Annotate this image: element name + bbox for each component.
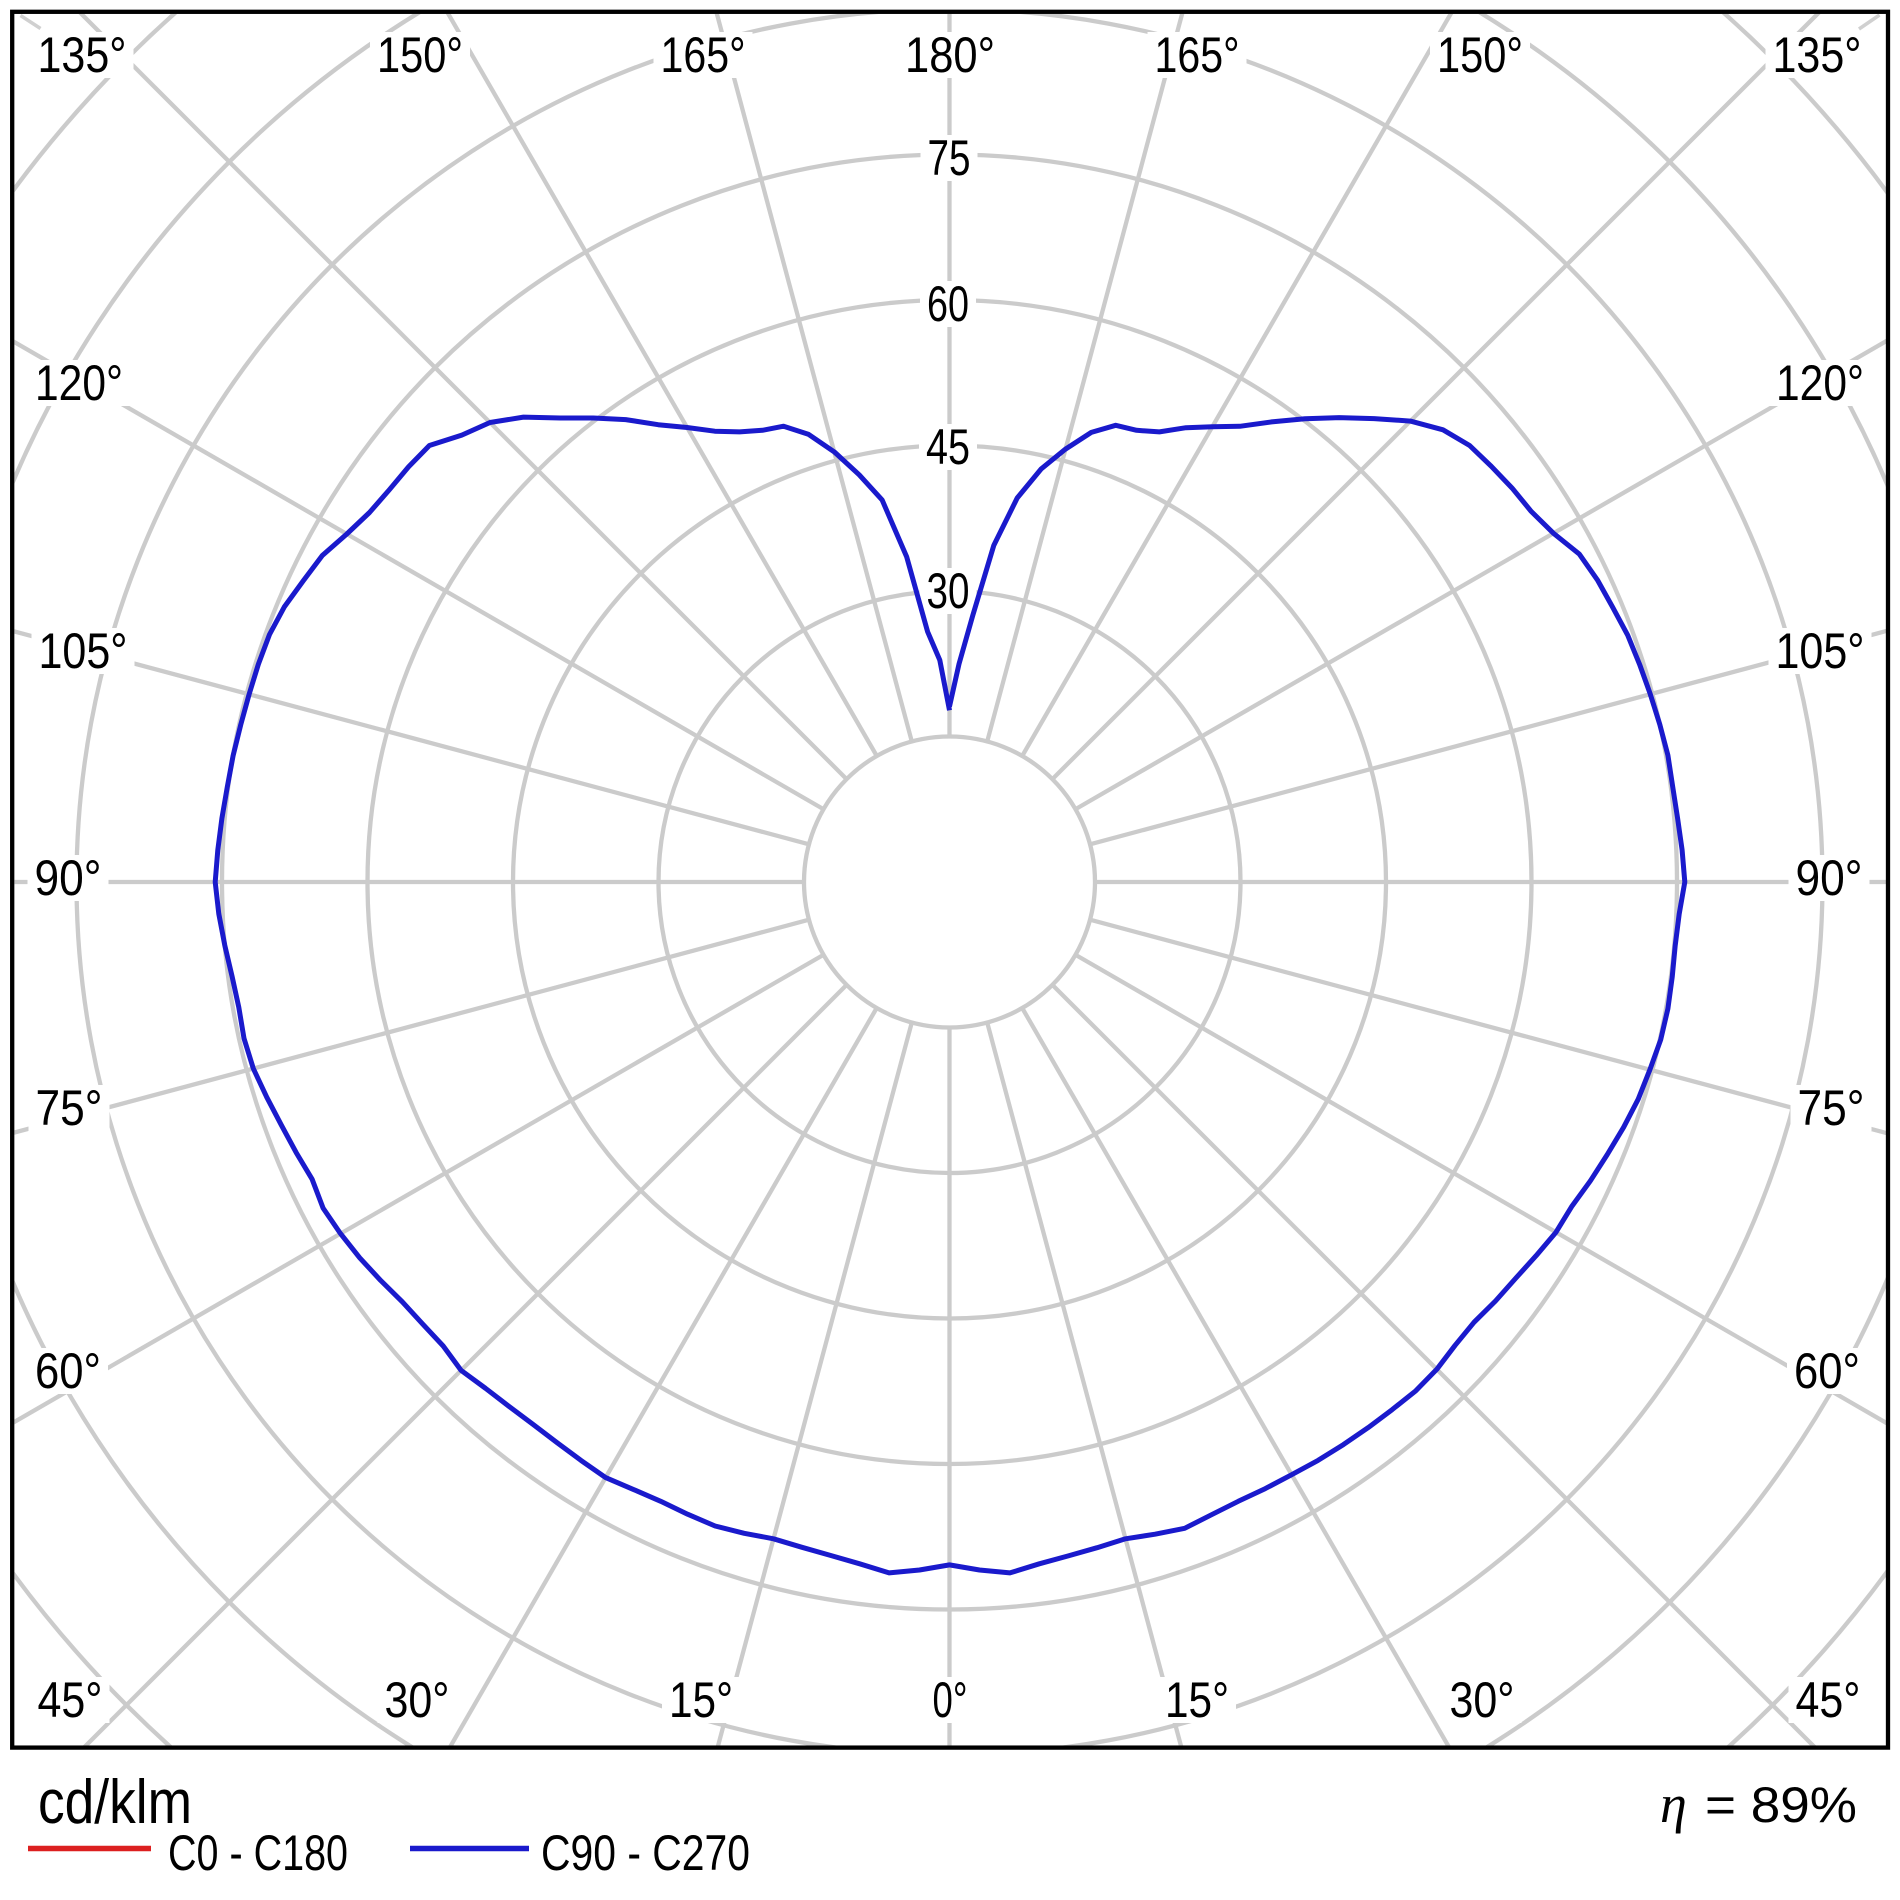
svg-text:30: 30 [927,563,970,619]
svg-text:60°: 60° [35,1343,101,1399]
svg-text:= 89%: = 89% [1705,1777,1857,1833]
svg-text:150°: 150° [377,27,463,83]
svg-text:165°: 165° [1155,27,1240,83]
svg-text:60°: 60° [1794,1343,1860,1399]
svg-text:180°: 180° [905,27,995,83]
svg-text:60: 60 [927,276,969,332]
svg-text:90°: 90° [1796,850,1863,906]
svg-text:45: 45 [926,419,970,475]
svg-text:30°: 30° [385,1672,450,1728]
svg-text:75: 75 [928,130,971,186]
svg-text:0°: 0° [933,1672,968,1728]
svg-text:45°: 45° [38,1672,103,1728]
svg-text:90°: 90° [35,850,102,906]
svg-text:C90 - C270: C90 - C270 [541,1825,750,1881]
svg-text:75°: 75° [36,1080,103,1136]
svg-text:75°: 75° [1798,1080,1865,1136]
svg-text:105°: 105° [1776,623,1865,679]
svg-text:30°: 30° [1450,1672,1515,1728]
svg-text:15°: 15° [669,1672,733,1728]
svg-text:105°: 105° [39,623,128,679]
svg-text:150°: 150° [1437,27,1523,83]
svg-text:135°: 135° [38,27,127,83]
svg-text:165°: 165° [661,27,746,83]
svg-text:15°: 15° [1165,1672,1229,1728]
svg-text:45°: 45° [1796,1672,1861,1728]
svg-text:C0 - C180: C0 - C180 [168,1825,348,1881]
svg-text:η: η [1660,1774,1687,1834]
svg-text:120°: 120° [1776,355,1864,411]
svg-text:cd/klm: cd/klm [38,1768,192,1837]
svg-text:135°: 135° [1773,27,1862,83]
svg-text:120°: 120° [35,355,123,411]
